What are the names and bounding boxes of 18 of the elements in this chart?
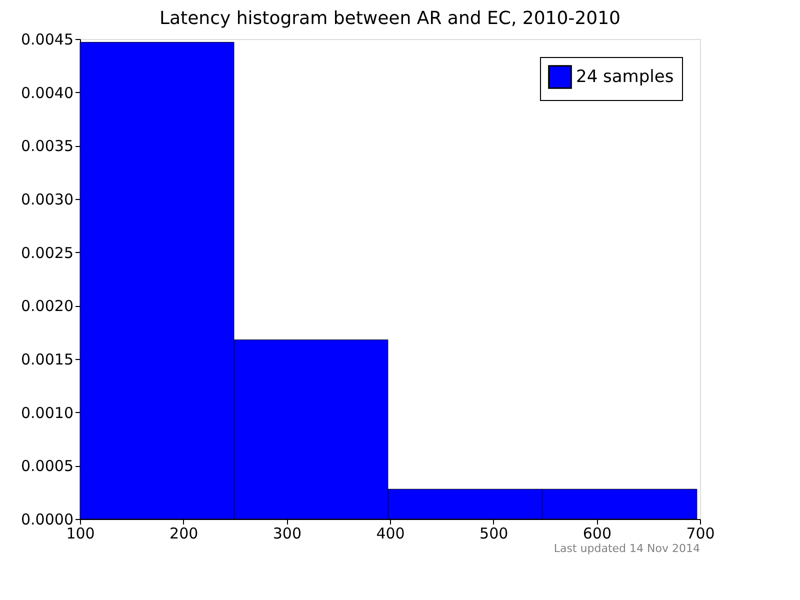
x-tick-label: 600 [582,524,612,542]
y-tick-label: 0.0005 [21,457,74,476]
x-tick-label: 400 [376,524,405,542]
y-tick-label: 0.0025 [21,244,74,262]
x-tick-label: 500 [480,524,508,542]
y-tick-label: 0.0040 [21,84,74,102]
x-tick-label: 300 [272,524,302,542]
y-tick-label: 0.0010 [21,404,74,422]
y-tick-label: 0.0030 [21,190,74,208]
y-tick-label: 0.0020 [21,297,74,316]
text: Last updated 14 Nov 2014 [554,542,700,555]
y-tick-label: 0.0045 [21,30,74,48]
x-tick-label: 700 [686,524,715,542]
y-tick-label: 0.0015 [21,350,74,368]
y-tick-label: 0.0035 [21,137,74,156]
x-tick-label: 200 [170,524,198,542]
chart-title: Latency histogram between AR and EC, 2010-2010 [159,8,621,29]
legend-label: 24 samples [576,67,674,87]
